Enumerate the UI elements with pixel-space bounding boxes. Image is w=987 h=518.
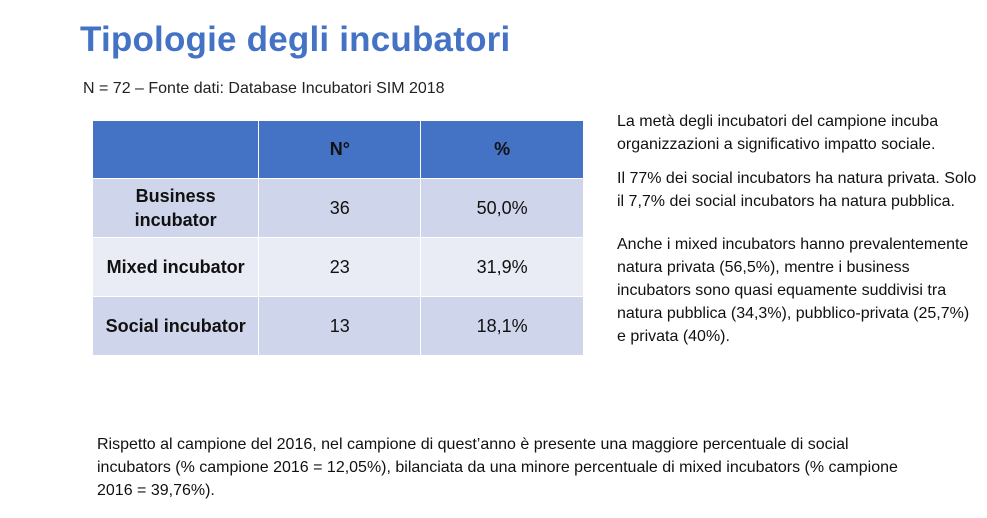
cell-percent: 50,0%: [420, 178, 584, 238]
table-row: Mixed incubator 23 31,9%: [91, 237, 584, 297]
footer-note: Rispetto al campione del 2016, nel campi…: [97, 436, 898, 499]
note-paragraph: Anche i mixed incubators hanno prevalent…: [617, 236, 970, 345]
row-label-business: Business incubator: [91, 178, 260, 238]
note-paragraph: La metà degli incubatori del campione in…: [617, 113, 939, 153]
cell-percent: 18,1%: [420, 296, 584, 356]
data-source-subtitle: N = 72 – Fonte dati: Database Incubatori…: [83, 80, 445, 97]
row-label-mixed: Mixed incubator: [91, 237, 260, 297]
commentary-notes: La metà degli incubatori del campione in…: [617, 110, 977, 359]
cell-count: 13: [258, 296, 422, 356]
table-row: Social incubator 13 18,1%: [91, 296, 584, 356]
cell-count: 23: [258, 237, 422, 297]
cell-percent: 31,9%: [420, 237, 584, 297]
table-header-row: N° %: [91, 120, 584, 179]
header-cell-percent: %: [420, 120, 584, 179]
note-paragraph: Il 77% dei social incubators ha natura p…: [617, 170, 977, 210]
page-title: Tipologie degli incubatori: [80, 20, 511, 59]
table-row: Business incubator 36 50,0%: [91, 178, 584, 238]
row-label-social: Social incubator: [91, 296, 260, 356]
incubator-types-table: N° % Business incubator 36 50,0% Mixed i…: [91, 120, 584, 356]
header-cell-count: N°: [258, 120, 422, 179]
header-cell-label: [91, 120, 260, 179]
cell-count: 36: [258, 178, 422, 238]
row-label-text: Business incubator: [134, 186, 217, 230]
